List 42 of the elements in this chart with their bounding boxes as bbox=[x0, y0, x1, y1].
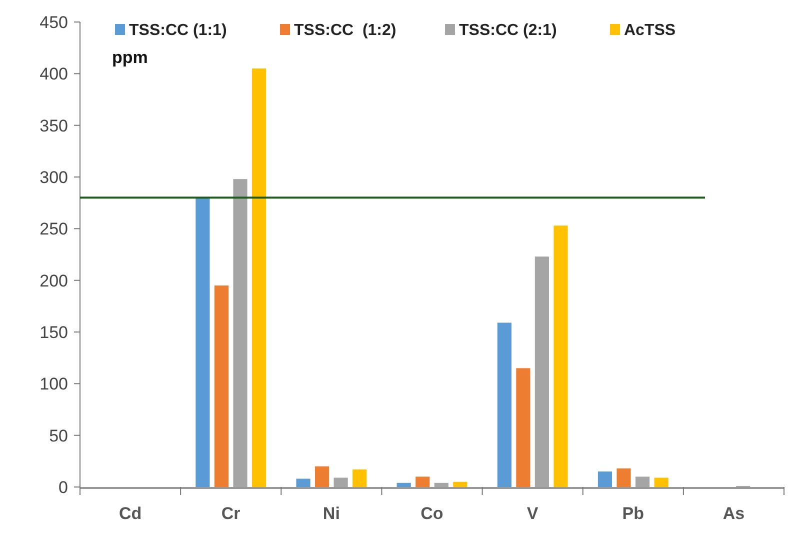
bar bbox=[252, 68, 266, 487]
bar bbox=[554, 226, 568, 487]
y-tick-label: 450 bbox=[40, 12, 68, 32]
bar bbox=[196, 198, 210, 487]
legend-label: TSS:CC (1:1) bbox=[129, 22, 227, 39]
legend-label: AcTSS bbox=[624, 22, 676, 39]
bar bbox=[534, 256, 549, 487]
x-tick-label: Co bbox=[420, 504, 444, 523]
legend-label: TSS:CC (1:2) bbox=[294, 22, 396, 39]
y-tick-label: 0 bbox=[58, 478, 68, 497]
x-tick-label: Ni bbox=[322, 504, 340, 523]
y-tick-label: 400 bbox=[40, 64, 68, 84]
bar bbox=[434, 482, 448, 487]
bar bbox=[453, 482, 468, 487]
bar bbox=[296, 478, 310, 487]
x-tick-label: Cd bbox=[118, 504, 142, 523]
x-tick-label: V bbox=[526, 504, 539, 523]
y-tick-label: 300 bbox=[40, 168, 68, 187]
bar bbox=[315, 466, 330, 487]
y-tick-label: 200 bbox=[40, 271, 68, 290]
bar bbox=[233, 179, 248, 487]
bar bbox=[214, 286, 229, 487]
x-tick-label: Cr bbox=[221, 504, 241, 523]
bar bbox=[497, 322, 512, 487]
bar bbox=[516, 368, 530, 487]
y-tick-label: 250 bbox=[40, 220, 68, 239]
y-tick-label: 100 bbox=[40, 374, 68, 394]
x-tick-label: Pb bbox=[622, 504, 644, 523]
bar bbox=[396, 482, 411, 487]
bar bbox=[352, 469, 367, 487]
x-tick-label: As bbox=[722, 504, 745, 523]
bar bbox=[635, 476, 650, 487]
y-axis-title: ppm bbox=[112, 48, 148, 67]
bar bbox=[654, 478, 668, 487]
bar bbox=[334, 478, 348, 487]
y-tick-label: 350 bbox=[40, 116, 68, 136]
y-tick-label: 50 bbox=[49, 426, 68, 446]
bar bbox=[598, 472, 612, 487]
bar bbox=[416, 476, 430, 487]
legend-label: TSS:CC (2:1) bbox=[459, 22, 557, 39]
y-tick-label: 150 bbox=[40, 322, 68, 342]
bar bbox=[616, 468, 631, 487]
